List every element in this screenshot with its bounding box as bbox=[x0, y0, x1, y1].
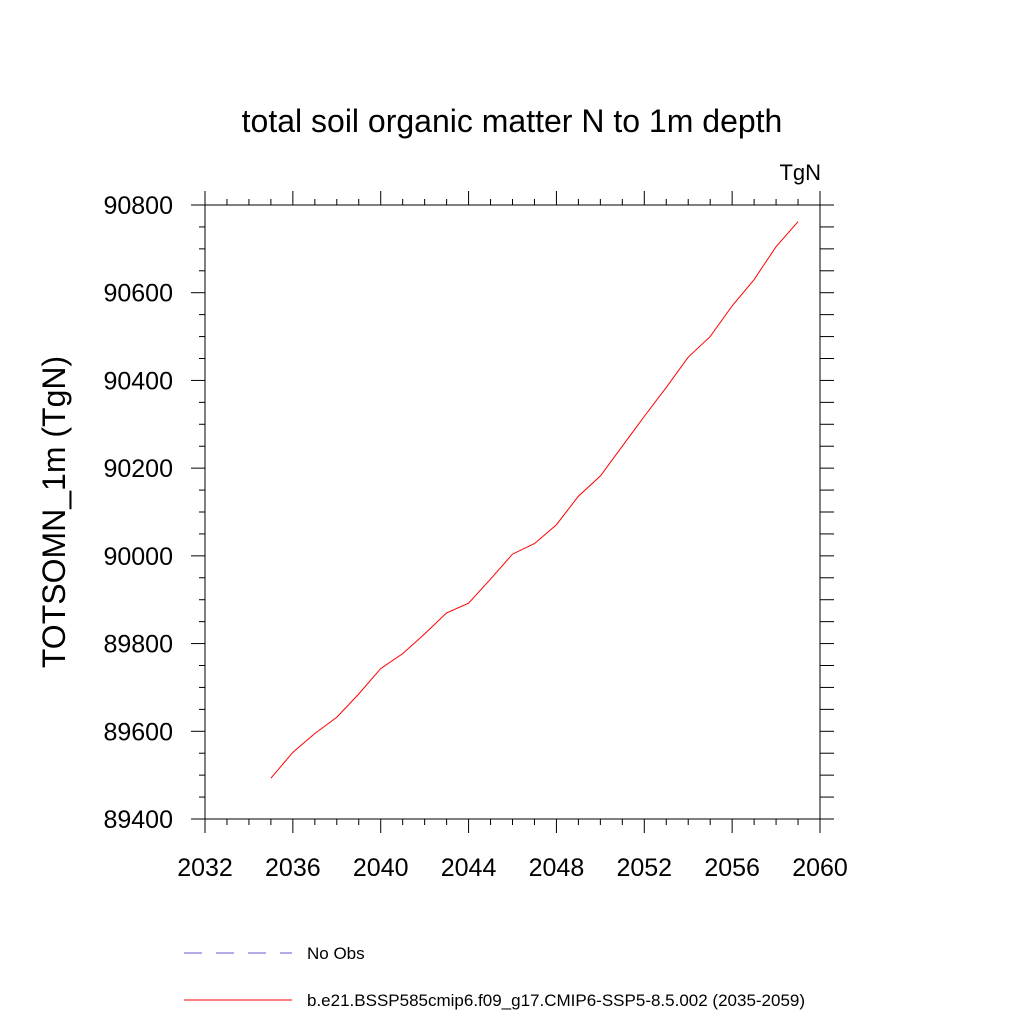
y-tick-label: 90000 bbox=[103, 543, 173, 571]
legend: No Obs b.e21.BSSP585cmip6.f09_g17.CMIP6-… bbox=[184, 944, 805, 1010]
legend-label-model-run: b.e21.BSSP585cmip6.f09_g17.CMIP6-SSP5-8.… bbox=[307, 991, 805, 1010]
x-tick-label: 2060 bbox=[792, 854, 848, 882]
chart-title: total soil organic matter N to 1m depth bbox=[242, 103, 783, 139]
x-tick-label: 2048 bbox=[529, 854, 585, 882]
y-tick-labels: 89400 89600 89800 90000 90200 90400 90600 90800 bbox=[103, 192, 173, 834]
x-minor-ticks bbox=[226, 199, 799, 825]
y-tick-label: 90400 bbox=[103, 367, 173, 395]
x-tick-label: 2032 bbox=[177, 854, 233, 882]
y-tick-label: 89800 bbox=[103, 631, 173, 659]
y-tick-label: 90200 bbox=[103, 455, 173, 483]
x-tick-labels: 2032 2036 2040 2044 2048 2052 2056 2060 bbox=[177, 854, 848, 882]
plot-frame bbox=[204, 204, 821, 820]
y-axis-label: TOTSOMN_1m (TgN) bbox=[36, 356, 72, 668]
y-tick-label: 90600 bbox=[103, 280, 173, 308]
y-tick-label: 89600 bbox=[103, 718, 173, 746]
y-major-ticks bbox=[191, 204, 834, 820]
x-major-ticks bbox=[204, 191, 821, 833]
units-label: TgN bbox=[779, 160, 821, 185]
y-tick-label: 90800 bbox=[103, 192, 173, 220]
x-tick-label: 2036 bbox=[265, 854, 321, 882]
x-tick-label: 2052 bbox=[616, 854, 672, 882]
series-layer bbox=[270, 221, 799, 779]
x-tick-label: 2044 bbox=[441, 854, 497, 882]
y-minor-ticks bbox=[199, 226, 834, 798]
series-line-0 bbox=[270, 221, 799, 779]
legend-label-no-obs: No Obs bbox=[307, 944, 365, 963]
y-tick-label: 89400 bbox=[103, 806, 173, 834]
x-tick-label: 2040 bbox=[353, 854, 409, 882]
x-tick-label: 2056 bbox=[704, 854, 760, 882]
